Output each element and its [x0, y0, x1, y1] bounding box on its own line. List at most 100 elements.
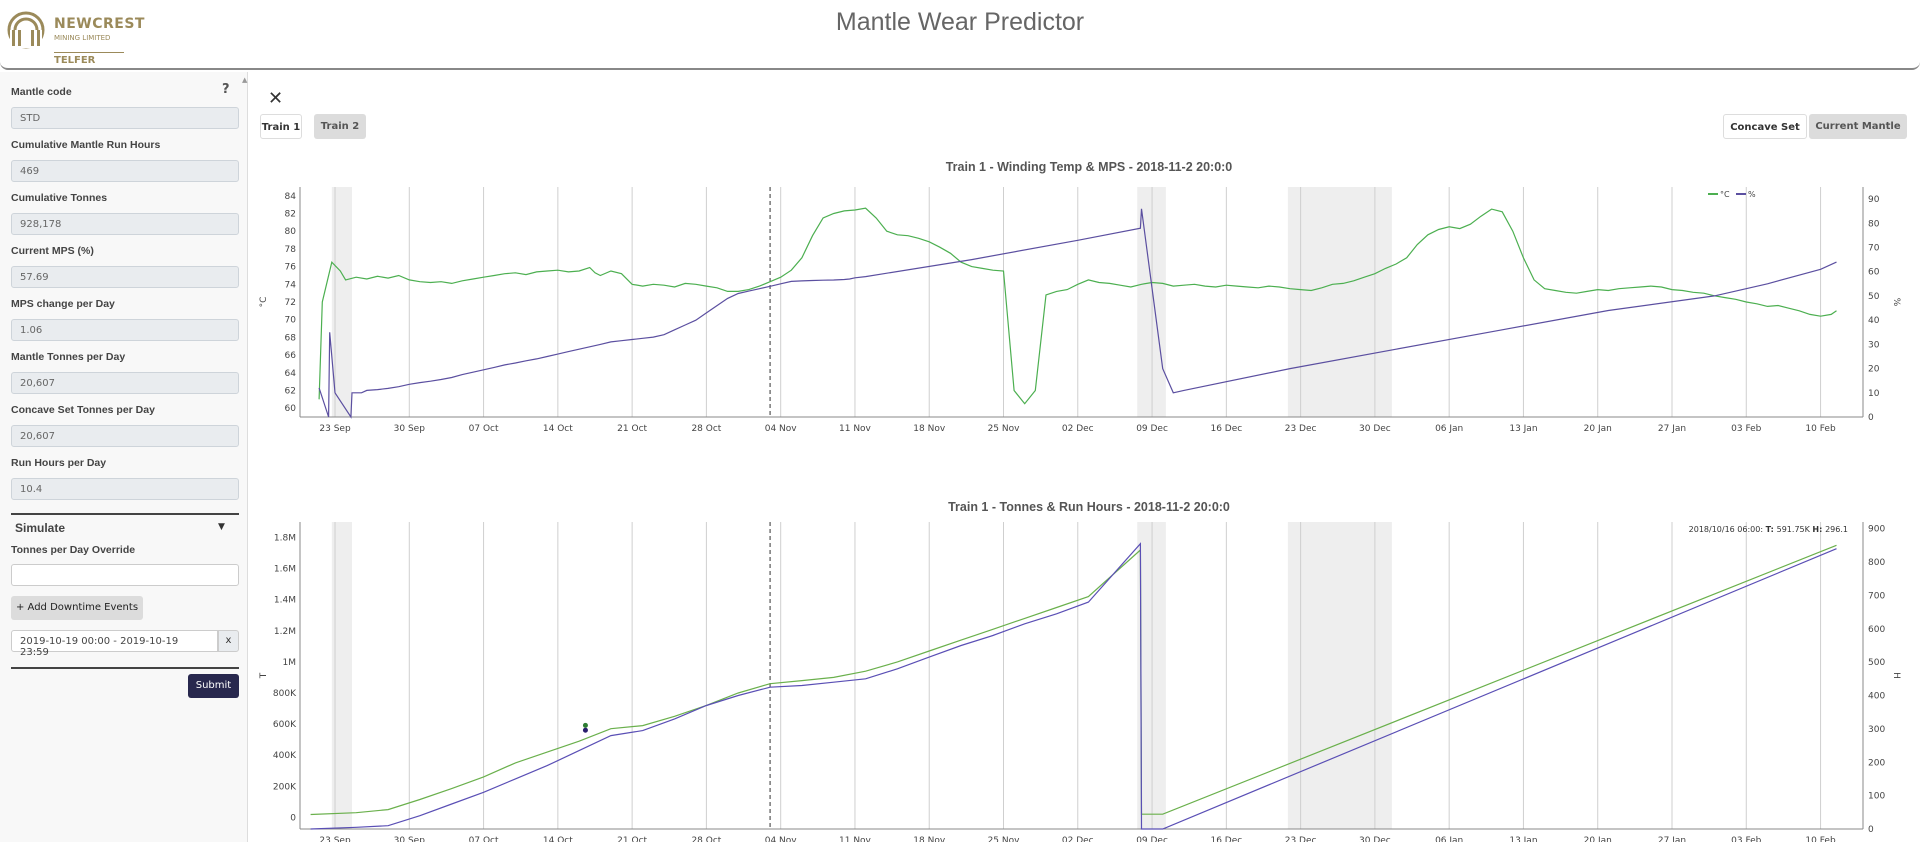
field-current-mps: 57.69 [11, 266, 239, 288]
y2-tick-label: 10 [1868, 389, 1880, 399]
y2-tick-label: 40 [1868, 316, 1880, 326]
y-tick-label: 62 [285, 386, 296, 396]
downtime-date-range[interactable]: 2019-10-19 00:00 - 2019-10-19 23:59 [11, 630, 218, 658]
tonnes-hours-chart: 23 Sep 30 Sep 07 Oct 14 Oct 21 Oct 28 Oct 04 N… [259, 522, 1901, 842]
x-tick-label: 27 Jan [1658, 836, 1686, 842]
winding-temp-chart: 23 Sep 30 Sep 07 Oct 14 Oct 21 Oct 28 Oct 04 N… [259, 187, 1901, 434]
x-tick-label: 11 Nov [839, 424, 872, 434]
field-hours-per-day: 10.4 [11, 478, 239, 500]
legend-label: °C [1720, 190, 1730, 199]
y2-tick-label: 500 [1868, 658, 1885, 668]
tab-concave-set[interactable]: Concave Set [1723, 114, 1807, 139]
shaded-region [331, 187, 352, 417]
x-tick-label: 16 Dec [1210, 424, 1242, 434]
field-mantle-tonnes: 20,607 [11, 372, 239, 394]
y2-tick-label: 60 [1868, 268, 1880, 278]
x-tick-label: 21 Oct [617, 424, 647, 434]
y-tick-label: 800K [273, 689, 297, 699]
y2-axis-label: % [1891, 298, 1901, 307]
x-tick-label: 14 Oct [543, 836, 573, 842]
field-label-mantle-tonnes: Mantle Tonnes per Day [11, 351, 126, 363]
shaded-region [1287, 522, 1392, 829]
series-line-secondary [310, 542, 1837, 830]
y2-tick-label: 400 [1868, 692, 1885, 702]
x-tick-label: 10 Feb [1805, 836, 1836, 842]
page-title: Mantle Wear Predictor [835, 8, 1085, 36]
tab-train-2[interactable]: Train 2 [314, 114, 366, 139]
field-mps-change: 1.06 [11, 319, 239, 341]
y-tick-label: 0 [290, 813, 296, 823]
y-tick-label: 82 [285, 210, 296, 220]
logo-mark-icon [7, 11, 45, 49]
series-line-secondary [318, 208, 1837, 419]
x-tick-label: 03 Feb [1731, 836, 1762, 842]
tooltip-part: 2018/10/16 06:00: [1689, 525, 1766, 534]
y-tick-label: 200K [273, 782, 297, 792]
x-tick-label: 16 Dec [1210, 836, 1242, 842]
y-tick-label: 1M [283, 658, 297, 668]
x-tick-label: 03 Feb [1731, 424, 1762, 434]
y-tick-label: 70 [285, 316, 297, 326]
remove-downtime-button[interactable]: x [218, 630, 239, 652]
divider [11, 513, 239, 515]
field-label-mantle-code: Mantle code [11, 86, 72, 98]
x-tick-label: 23 Dec [1285, 424, 1317, 434]
hover-point-tonnes [582, 722, 588, 728]
x-tick-label: 28 Oct [691, 424, 721, 434]
x-tick-label: 23 Sep [319, 424, 351, 434]
y-tick-label: 72 [285, 298, 296, 308]
y2-tick-label: 100 [1868, 792, 1885, 802]
legend-label: % [1748, 190, 1756, 199]
y-axis-label: T [259, 672, 269, 679]
tooltip-part: T: [1766, 525, 1777, 534]
field-cumulative-tonnes: 928,178 [11, 213, 239, 235]
sidebar: ▲ ? Mantle code STD Cumulative Mantle Ru… [0, 72, 248, 842]
field-label-hours-per-day: Run Hours per Day [11, 457, 107, 469]
logo-name: NEWCREST [54, 16, 145, 32]
chart-1-title: Train 1 - Winding Temp & MPS - 2018-11-2… [945, 160, 1233, 174]
submit-button[interactable]: Submit [188, 674, 239, 698]
main-content: ✕ Train 1 Train 2 Concave Set Current Ma… [258, 72, 1920, 842]
scroll-up-icon[interactable]: ▲ [242, 76, 248, 84]
caret-down-icon[interactable]: ▼ [218, 522, 225, 532]
x-tick-label: 02 Dec [1062, 836, 1094, 842]
close-icon[interactable]: ✕ [268, 88, 284, 109]
tonnes-override-input[interactable] [11, 564, 239, 586]
tooltip-part: 591.75K [1777, 525, 1813, 534]
y-tick-label: 78 [285, 245, 297, 255]
override-label: Tonnes per Day Override [11, 544, 136, 556]
y2-tick-label: 90 [1868, 195, 1880, 205]
x-tick-label: 06 Jan [1435, 424, 1463, 434]
y-tick-label: 68 [285, 333, 297, 343]
add-downtime-button[interactable]: + Add Downtime Events [11, 596, 143, 620]
x-tick-label: 30 Dec [1359, 836, 1391, 842]
x-tick-label: 02 Dec [1062, 424, 1094, 434]
y-tick-label: 1.6M [274, 565, 296, 575]
y2-tick-label: 70 [1868, 244, 1880, 254]
y2-axis-label: H [1891, 672, 1901, 679]
chart-2-title: Train 1 - Tonnes & Run Hours - 2018-11-2… [948, 500, 1230, 514]
shaded-region [1287, 187, 1392, 417]
y2-tick-label: 0 [1868, 825, 1874, 835]
shaded-region [1137, 187, 1166, 417]
x-tick-label: 13 Jan [1509, 424, 1537, 434]
tooltip-part: H: [1812, 525, 1825, 534]
tab-current-mantle[interactable]: Current Mantle [1809, 114, 1907, 139]
series-line-primary [310, 544, 1837, 816]
field-label-mps-change: MPS change per Day [11, 298, 115, 310]
x-tick-label: 18 Nov [913, 424, 946, 434]
tab-train-1[interactable]: Train 1 [260, 114, 302, 139]
y-tick-label: 600K [273, 720, 297, 730]
x-tick-label: 07 Oct [469, 424, 499, 434]
y-tick-label: 60 [285, 404, 297, 414]
y2-tick-label: 50 [1868, 292, 1880, 302]
field-label-cumulative-tonnes: Cumulative Tonnes [11, 192, 108, 204]
y-tick-label: 76 [285, 263, 297, 273]
x-tick-label: 23 Dec [1285, 836, 1317, 842]
field-label-current-mps: Current MPS (%) [11, 245, 94, 257]
y2-tick-label: 700 [1868, 591, 1885, 601]
help-icon[interactable]: ? [222, 82, 230, 97]
y-tick-label: 1.2M [274, 627, 296, 637]
simulate-toggle[interactable]: Simulate [15, 521, 66, 535]
x-tick-label: 07 Oct [469, 836, 499, 842]
